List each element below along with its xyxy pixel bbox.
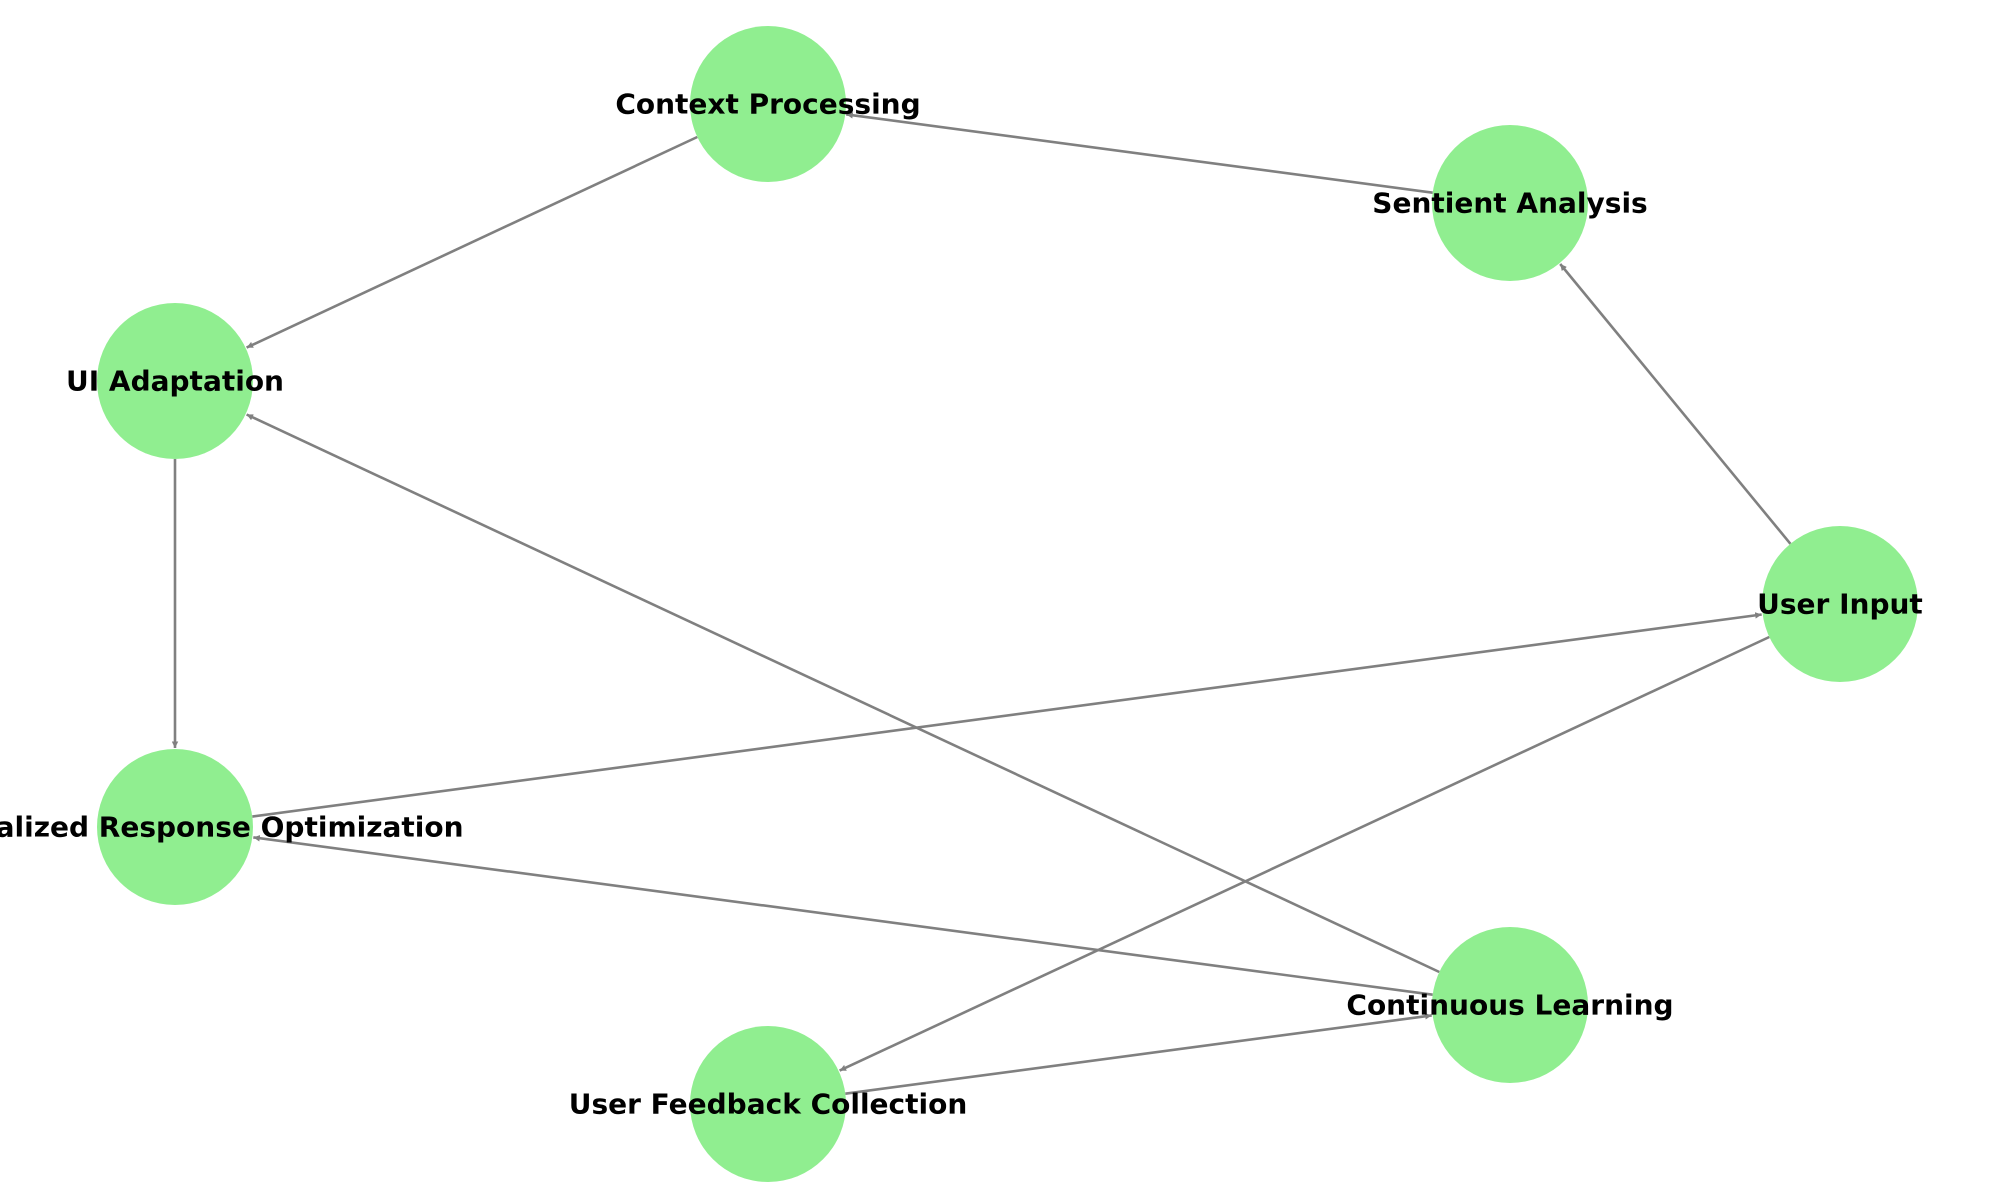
edges-layer bbox=[171, 112, 1792, 1095]
node-label-context: Context Processing bbox=[615, 88, 920, 121]
node-label-response: Personalized Response Optimization bbox=[0, 811, 464, 844]
edge-feedback-to-learning bbox=[845, 1013, 1432, 1095]
node-label-ui: UI Adaptation bbox=[66, 365, 284, 398]
node-label-learning: Continuous Learning bbox=[1346, 989, 1673, 1022]
node-input bbox=[1762, 526, 1918, 682]
node-ui bbox=[97, 303, 253, 459]
node-label-input: User Input bbox=[1757, 588, 1923, 621]
edge-response-to-input bbox=[252, 612, 1762, 818]
node-learning bbox=[1432, 927, 1588, 1083]
edge-sentient-to-context bbox=[846, 112, 1433, 194]
labels-layer: Context Processing Sentient Analysis UI Ad… bbox=[0, 88, 1923, 1121]
edge-learning-to-response bbox=[253, 835, 1433, 996]
node-context bbox=[690, 26, 846, 182]
node-sentient bbox=[1432, 125, 1588, 281]
node-label-sentient: Sentient Analysis bbox=[1372, 187, 1647, 220]
edge-learning-to-ui bbox=[246, 413, 1440, 974]
node-label-feedback: User Feedback Collection bbox=[569, 1088, 968, 1121]
node-feedback bbox=[690, 1026, 846, 1182]
nodes-layer bbox=[97, 26, 1918, 1182]
node-response bbox=[97, 749, 253, 905]
edge-context-to-ui bbox=[246, 135, 698, 349]
edge-input-to-sentient bbox=[1559, 263, 1792, 545]
edge-input-to-feedback bbox=[839, 635, 1770, 1072]
